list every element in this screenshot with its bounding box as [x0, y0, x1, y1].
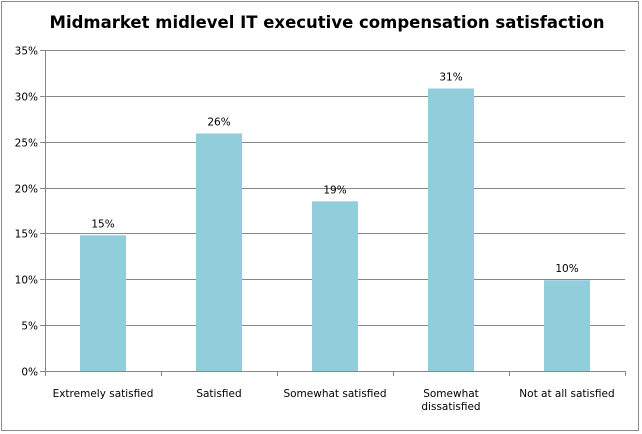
bar [196, 133, 242, 371]
data-label: 15% [91, 218, 114, 230]
y-tick-label: 30% [15, 92, 38, 104]
bar [312, 201, 358, 371]
x-tick-label: Satisfied [196, 388, 241, 400]
data-label: 26% [207, 116, 230, 128]
y-tick-label: 5% [21, 321, 38, 333]
y-tick-label: 10% [15, 275, 38, 287]
bar [428, 88, 474, 372]
bars [80, 88, 590, 372]
x-tick-label: Somewhat [423, 388, 479, 400]
x-tick-label: Not at all satisfied [519, 388, 614, 400]
chart-title: Midmarket midlevel IT executive compensa… [50, 13, 605, 32]
y-tick-label: 15% [15, 229, 38, 241]
x-tick-label: dissatisfied [421, 401, 480, 413]
data-label: 31% [439, 72, 462, 84]
y-tick-label: 0% [21, 367, 38, 379]
x-tick-label: Somewhat satisfied [283, 388, 386, 400]
y-tick-label: 20% [15, 184, 38, 196]
bar [80, 235, 126, 371]
y-tick-label: 35% [15, 46, 38, 58]
y-axis-ticks: 0% 5% 10% 15% 20% 25% 30% 35% [15, 46, 45, 379]
y-tick-label: 25% [15, 138, 38, 150]
axes [45, 50, 626, 376]
x-axis-labels: Extremely satisfied Satisfied Somewhat sat… [53, 388, 615, 413]
data-labels: 15% 26% 19% 31% 10% [91, 72, 578, 276]
x-tick-label: Extremely satisfied [53, 388, 154, 400]
bar [544, 280, 590, 371]
gridlines [45, 50, 625, 326]
data-label: 10% [555, 263, 578, 275]
data-label: 19% [323, 184, 346, 196]
